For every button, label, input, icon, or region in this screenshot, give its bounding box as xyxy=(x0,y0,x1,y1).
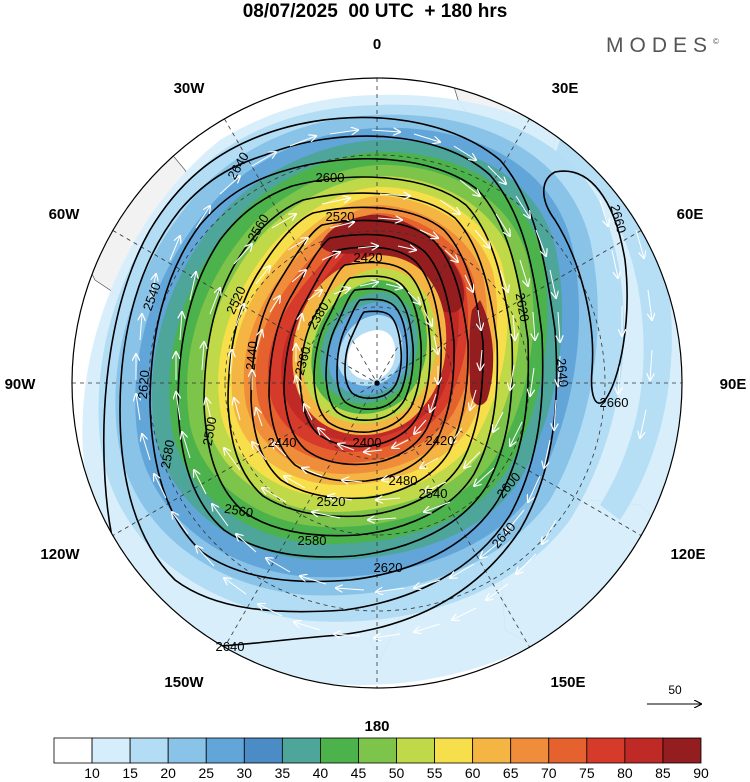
lon-label-150w: 150W xyxy=(164,674,204,691)
colorbar-tick-label: 90 xyxy=(693,765,709,781)
lon-label-60e: 60E xyxy=(677,206,704,223)
contour-label: 2520 xyxy=(317,494,346,509)
contour-label: 2640 xyxy=(554,358,571,388)
contour-label: 2480 xyxy=(389,473,418,488)
map-title: 08/07/2025 00 UTC + 180 hrs xyxy=(242,1,508,22)
colorbar-tick-label: 25 xyxy=(198,765,214,781)
contour-label: 2640 xyxy=(216,639,245,654)
colorbar-swatch xyxy=(586,737,626,764)
colorbar-swatch xyxy=(205,737,245,764)
colorbar-tick-label: 35 xyxy=(275,765,291,781)
colorbar-swatch xyxy=(396,737,435,764)
contour-label: 2620 xyxy=(135,370,152,400)
contour-2440 xyxy=(299,261,431,448)
colorbar-swatch xyxy=(167,737,207,764)
colorbar-swatch xyxy=(281,737,321,764)
height-contours xyxy=(103,116,628,648)
reference-vector-label: 50 xyxy=(668,683,682,697)
colorbar-swatch xyxy=(472,737,512,764)
contour-label: 2540 xyxy=(419,486,448,501)
brand-logo: MODES© xyxy=(606,34,719,58)
colorbar-swatch xyxy=(243,737,283,764)
lon-label-180: 180 xyxy=(364,718,389,735)
contour-2640-outer xyxy=(103,116,558,648)
lon-label-90e: 90E xyxy=(720,376,747,393)
contour-label: 2520 xyxy=(326,209,355,224)
contour-label: 2560 xyxy=(223,501,254,521)
lon-label-120e: 120E xyxy=(670,546,705,563)
contour-label: 2420 xyxy=(426,433,455,448)
contour-label: 2420 xyxy=(354,250,383,265)
lon-label-120w: 120W xyxy=(40,546,80,563)
contour-label: 2620 xyxy=(374,560,403,575)
colorbar-swatch xyxy=(434,737,474,764)
contour-label: 2620 xyxy=(513,292,533,323)
map-boundary xyxy=(71,77,683,689)
contour-label: 2660 xyxy=(607,203,629,235)
colorbar-tick-label: 50 xyxy=(389,765,405,781)
lon-label-60w: 60W xyxy=(49,206,81,223)
contour-2380 xyxy=(336,298,409,410)
contour-2540 xyxy=(227,206,484,518)
colorbar-tick-label: 40 xyxy=(313,765,329,781)
longitude-labels: 0 30E 60E 90E 120E 150E 180 150W 120W 90… xyxy=(5,36,747,735)
contour-label: 2440 xyxy=(243,341,260,371)
contour-2480 xyxy=(283,246,442,466)
colorbar-tick-label: 45 xyxy=(351,765,367,781)
colorbar-tick-label: 15 xyxy=(122,765,138,781)
contour-label: 2660 xyxy=(600,395,629,410)
colorbar-tick-label: 80 xyxy=(617,765,633,781)
lon-label-0: 0 xyxy=(373,36,381,53)
colorbar-swatch xyxy=(662,737,702,764)
colorbar: 10 15 20 25 30 35 40 45 50 55 60 65 70 75 80 85 90 xyxy=(53,737,709,781)
contour-label: 2580 xyxy=(158,439,178,470)
colorbar-tick-label: 30 xyxy=(237,765,253,781)
contour-2660 xyxy=(542,170,628,404)
lon-label-90w: 90W xyxy=(5,376,37,393)
colorbar-tick-label: 20 xyxy=(160,765,176,781)
contour-2560 xyxy=(203,192,499,537)
contour-2580 xyxy=(177,176,514,558)
lon-label-150e: 150E xyxy=(550,674,585,691)
contour-label: 2400 xyxy=(353,435,382,450)
wind-vectors xyxy=(136,130,652,638)
reference-vector: 50 xyxy=(647,683,701,704)
colorbar-tick-label: 85 xyxy=(655,765,671,781)
contour-2600 xyxy=(149,157,530,583)
colorbar-swatch xyxy=(320,737,359,764)
contour-label: 2440 xyxy=(268,435,297,450)
contour-2520 xyxy=(250,219,469,500)
colorbar-tick-label: 65 xyxy=(503,765,519,781)
colorbar-swatch xyxy=(91,737,131,764)
colorbar-tick-label: 70 xyxy=(541,765,557,781)
colorbar-tick-label: 10 xyxy=(84,765,100,781)
colorbar-swatch xyxy=(510,737,550,764)
brand-text: MODES xyxy=(606,34,714,57)
colorbar-tick-label: 60 xyxy=(465,765,481,781)
contour-label: 2500 xyxy=(200,416,220,447)
contour-label: 2580 xyxy=(298,533,327,548)
colorbar-swatch xyxy=(548,737,588,764)
south-pole-marker xyxy=(374,380,380,386)
contour-label: 2360 xyxy=(292,345,314,377)
colorbar-tick-label: 55 xyxy=(427,765,443,781)
colorbar-swatch xyxy=(624,737,664,764)
lon-label-30w: 30W xyxy=(174,80,206,97)
contour-2400 xyxy=(325,287,414,421)
colorbar-swatch xyxy=(358,737,397,764)
contour-2500 xyxy=(268,233,455,483)
colorbar-tick-label: 75 xyxy=(579,765,595,781)
brand-mark: © xyxy=(713,37,719,46)
colorbar-swatch xyxy=(53,737,93,764)
contour-label: 2600 xyxy=(316,170,345,185)
lon-label-30e: 30E xyxy=(552,80,579,97)
contour-2360 xyxy=(344,310,403,400)
contour-2620 xyxy=(119,135,544,613)
shade-inner-10 xyxy=(347,330,396,380)
colorbar-swatch xyxy=(129,737,169,764)
